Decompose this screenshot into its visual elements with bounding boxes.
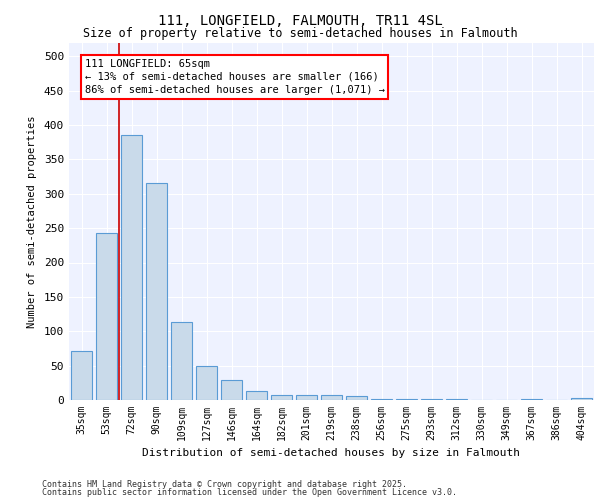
Bar [296, 395, 317, 400]
Bar [321, 395, 342, 400]
Bar [571, 398, 592, 400]
Text: Contains HM Land Registry data © Crown copyright and database right 2025.: Contains HM Land Registry data © Crown c… [42, 480, 407, 489]
Bar [196, 366, 217, 400]
Bar [371, 398, 392, 400]
Bar [246, 391, 267, 400]
Text: Size of property relative to semi-detached houses in Falmouth: Size of property relative to semi-detach… [83, 28, 517, 40]
Text: 111 LONGFIELD: 65sqm
← 13% of semi-detached houses are smaller (166)
86% of semi: 111 LONGFIELD: 65sqm ← 13% of semi-detac… [85, 58, 385, 95]
Bar [221, 380, 242, 400]
Bar [71, 350, 92, 400]
Bar [96, 233, 117, 400]
Bar [146, 184, 167, 400]
Bar [346, 396, 367, 400]
Bar [171, 322, 192, 400]
Y-axis label: Number of semi-detached properties: Number of semi-detached properties [27, 115, 37, 328]
Bar [121, 136, 142, 400]
Text: Contains public sector information licensed under the Open Government Licence v3: Contains public sector information licen… [42, 488, 457, 497]
X-axis label: Distribution of semi-detached houses by size in Falmouth: Distribution of semi-detached houses by … [143, 448, 521, 458]
Bar [271, 395, 292, 400]
Text: 111, LONGFIELD, FALMOUTH, TR11 4SL: 111, LONGFIELD, FALMOUTH, TR11 4SL [158, 14, 442, 28]
